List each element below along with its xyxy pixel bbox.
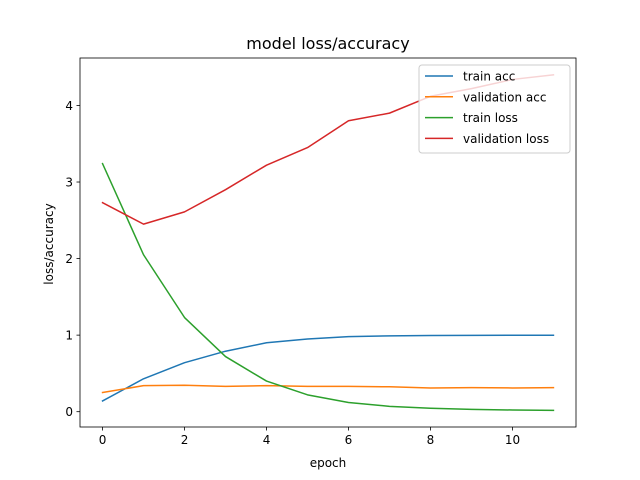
series-line-2 [101,162,555,412]
y-tick-label: 0 [65,405,73,419]
y-tick-label: 1 [65,329,73,343]
legend-label-2: train loss [463,111,518,125]
chart-title: model loss/accuracy [246,34,409,53]
x-tick-label: 0 [99,433,107,447]
x-tick-label: 8 [427,433,435,447]
x-tick-label: 4 [263,433,271,447]
x-axis-label: epoch [310,456,347,470]
y-tick-label: 3 [65,176,73,190]
y-tick-label: 2 [65,252,73,266]
y-axis-label: loss/accuracy [42,203,56,284]
y-tick-label: 4 [65,99,73,113]
legend-box [418,64,571,154]
legend-label-3: validation loss [463,132,549,146]
x-tick-label: 2 [181,433,189,447]
legend-label-0: train acc [463,70,515,84]
plot-frame [79,57,577,428]
series-line-1 [101,384,555,394]
legend-label-1: validation acc [463,90,546,104]
series-line-0 [101,334,555,402]
x-tick-label: 6 [345,433,353,447]
legend: train acc validation acc train loss validat… [418,64,571,154]
plot-area: 0 2 4 6 8 10 0 1 2 3 4 [65,57,577,447]
x-tick-label: 10 [505,433,520,447]
